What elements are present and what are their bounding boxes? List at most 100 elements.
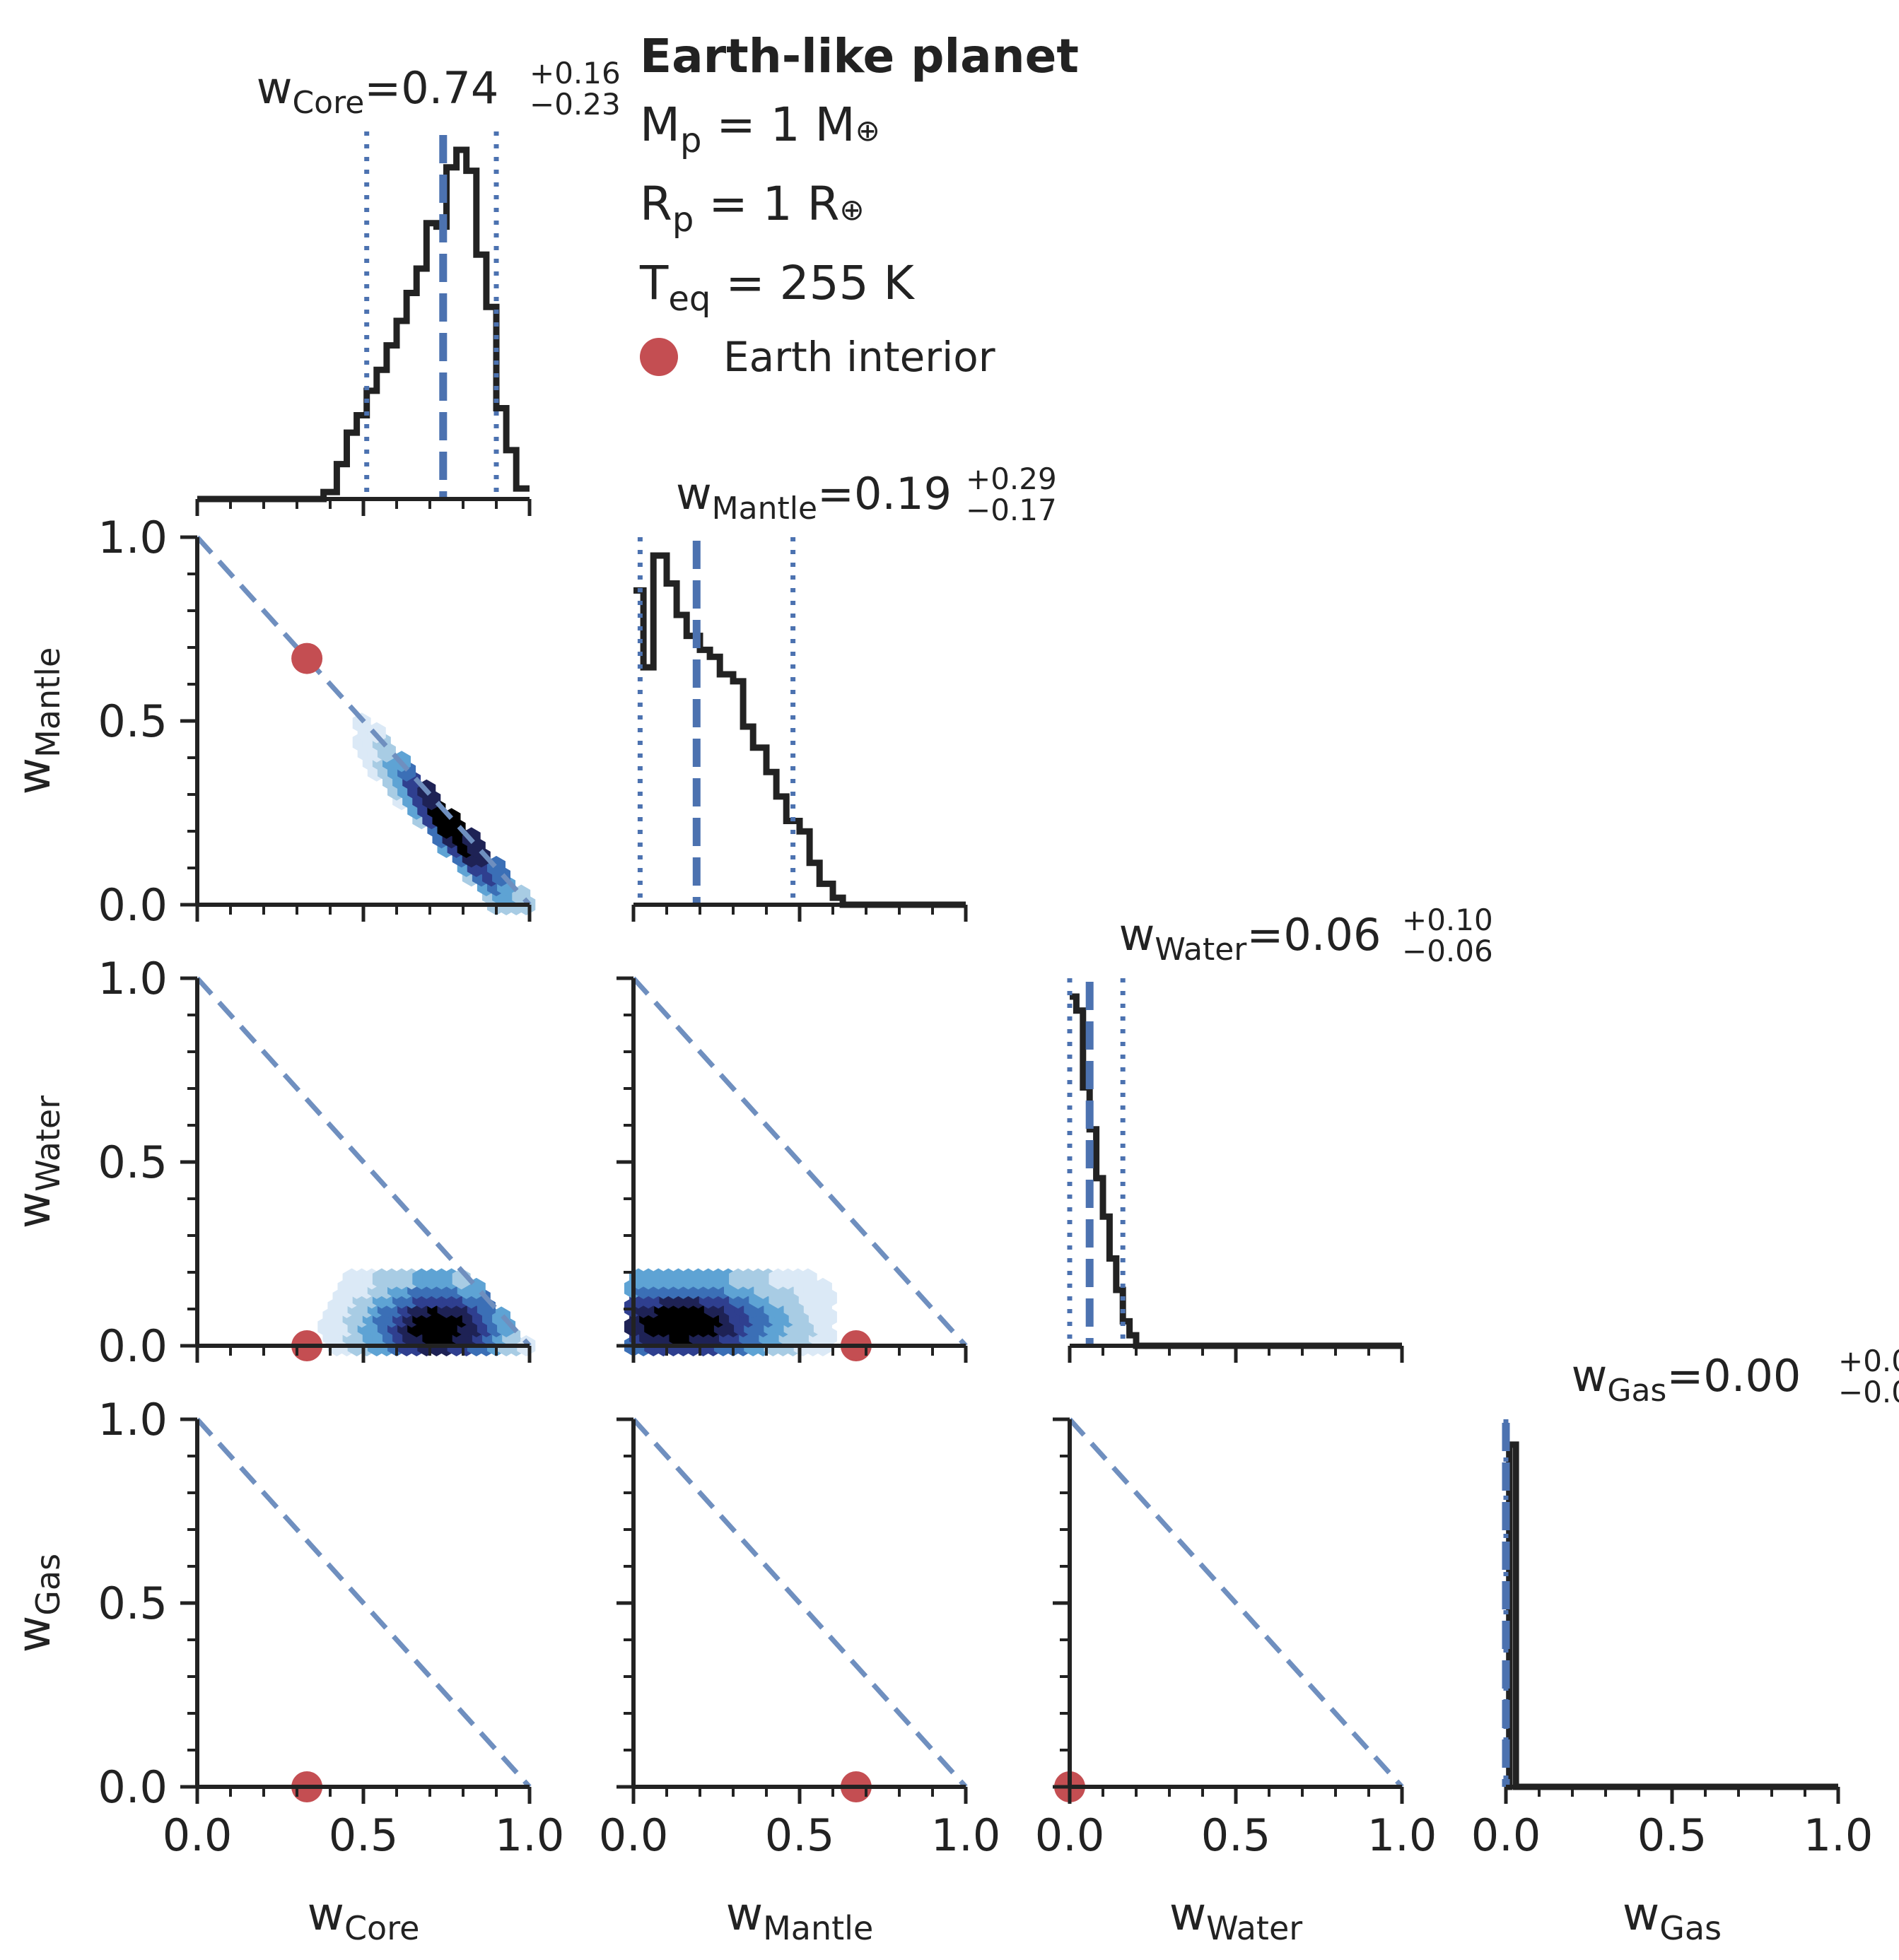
histogram-step (1506, 1441, 1838, 1790)
title-lower-error: −0.06 (1402, 934, 1493, 968)
label-symbol: w (308, 1889, 344, 1941)
title-part: =0.19 (817, 468, 952, 520)
y-tick-label: 0.5 (98, 696, 168, 747)
label-symbol: w (726, 1889, 763, 1941)
y-tick-label: 1.0 (98, 1394, 168, 1445)
y-tick-label: 1.0 (98, 512, 168, 563)
x-tick-label: 0.5 (1637, 1809, 1707, 1861)
title-part: Core (292, 85, 364, 121)
x-tick-label: 0.0 (1471, 1809, 1541, 1861)
x-tick-label: 0.0 (163, 1809, 233, 1861)
x-axis-label-core: wCore (308, 1889, 420, 1947)
earth-symbol-icon: ⊕ (855, 113, 880, 148)
histogram-panel-core: wCore=0.74 +0.16−0.23 (197, 56, 621, 503)
title-lower-error: −0.00 (1838, 1375, 1899, 1409)
y-tick-label: 1.0 (98, 953, 168, 1004)
legend-title: Earth-like planet (640, 29, 1079, 83)
legend-temperature: Teq = 255 K (640, 247, 1079, 320)
x-tick-label: 1.0 (495, 1809, 565, 1861)
label-symbol: w (8, 758, 61, 794)
earth-interior-marker (291, 642, 323, 674)
title-upper-error: +0.16 (530, 56, 621, 90)
title-upper-error: +0.29 (966, 462, 1057, 496)
joint-panel-core-gas (195, 1417, 532, 1802)
title-upper-error: +0.10 (1402, 903, 1493, 937)
label-symbol: w (8, 1192, 61, 1228)
label-subscript: Core (344, 1909, 419, 1947)
title-part: =0.06 (1246, 909, 1381, 961)
label-subscript: Mantle (763, 1909, 873, 1947)
mass-value: = 1 M (716, 98, 855, 152)
label-symbol: w (1169, 1889, 1206, 1941)
legend-marker-label: Earth interior (723, 333, 995, 381)
x-tick-label: 0.0 (599, 1809, 669, 1861)
x-tick-label: 1.0 (931, 1809, 1001, 1861)
joint-panel-water-gas (1054, 1417, 1404, 1802)
panel-title-mantle: wMantle=0.19 (676, 468, 952, 527)
panel-title-water: wWater=0.06 (1119, 909, 1381, 968)
x-axis-label-water: wWater (1169, 1889, 1302, 1947)
joint-panel-core-mantle (195, 535, 536, 915)
constraint-line (195, 1417, 532, 1789)
x-tick-label: 1.0 (1367, 1809, 1437, 1861)
title-part: Mantle (712, 491, 817, 527)
density-hex (813, 1277, 832, 1299)
radius-value: = 1 R (708, 177, 840, 231)
label-subscript: Gas (29, 1554, 67, 1616)
joint-panel-mantle-water (624, 976, 968, 1361)
y-tick-label: 0.5 (98, 1137, 168, 1188)
radius-subscript: p (672, 200, 694, 240)
title-part: w (676, 468, 712, 520)
constraint-line (631, 1417, 968, 1789)
temp-subscript: eq (668, 279, 711, 319)
legend-marker-row: Earth interior (640, 320, 1079, 394)
x-tick-label: 0.0 (1035, 1809, 1105, 1861)
y-axis-label-gas: wGas (8, 1554, 67, 1653)
earth-symbol-icon: ⊕ (839, 192, 865, 227)
title-part: Water (1155, 932, 1247, 968)
title-part: w (1119, 909, 1155, 961)
x-axis-label-mantle: wMantle (726, 1889, 874, 1947)
label-subscript: Mantle (29, 647, 67, 758)
label-symbol: w (8, 1616, 61, 1653)
title-part: w (1572, 1350, 1608, 1402)
histogram-step (1070, 993, 1402, 1349)
y-tick-label: 0.5 (98, 1578, 168, 1629)
y-axis-label-water: wWater (8, 1096, 67, 1228)
histogram-step (197, 146, 530, 503)
y-tick-label: 0.0 (98, 879, 168, 931)
joint-panel-mantle-gas (631, 1417, 968, 1802)
histogram-panel-mantle: wMantle=0.19 +0.29−0.17 (633, 462, 1057, 908)
mass-label: M (640, 98, 680, 152)
y-tick-label: 0.0 (98, 1320, 168, 1372)
temp-value: = 255 K (725, 256, 914, 310)
mass-subscript: p (679, 121, 702, 160)
histogram-panel-water: wWater=0.06 +0.10−0.06 (1067, 903, 1493, 1349)
x-tick-label: 0.5 (329, 1809, 399, 1861)
constraint-line (195, 976, 532, 1348)
histogram-step (633, 552, 966, 908)
legend: Earth-like planet Mp = 1 M⊕ Rp = 1 R⊕ Te… (640, 25, 1079, 394)
label-symbol: w (1623, 1889, 1659, 1941)
label-subscript: Water (1206, 1909, 1302, 1947)
constraint-line (631, 976, 968, 1348)
title-lower-error: −0.17 (966, 493, 1057, 527)
earth-interior-marker-icon (640, 338, 678, 376)
title-part: =0.00 (1666, 1350, 1801, 1402)
constraint-line (1068, 1417, 1404, 1789)
panel-title-core: wCore=0.74 (257, 62, 499, 121)
title-part: w (257, 62, 293, 114)
constraint-line (195, 535, 532, 907)
title-lower-error: −0.23 (530, 87, 621, 122)
y-axis-label-mantle: wMantle (8, 647, 67, 795)
temp-label: T (640, 256, 669, 310)
y-tick-label: 0.0 (98, 1761, 168, 1813)
x-tick-label: 0.5 (765, 1809, 835, 1861)
legend-radius: Rp = 1 R⊕ (640, 168, 1079, 247)
density-hex (798, 1268, 817, 1290)
title-part: Gas (1607, 1373, 1666, 1409)
x-tick-label: 1.0 (1804, 1809, 1874, 1861)
label-subscript: Gas (1659, 1909, 1722, 1947)
joint-panel-core-water (195, 976, 536, 1361)
